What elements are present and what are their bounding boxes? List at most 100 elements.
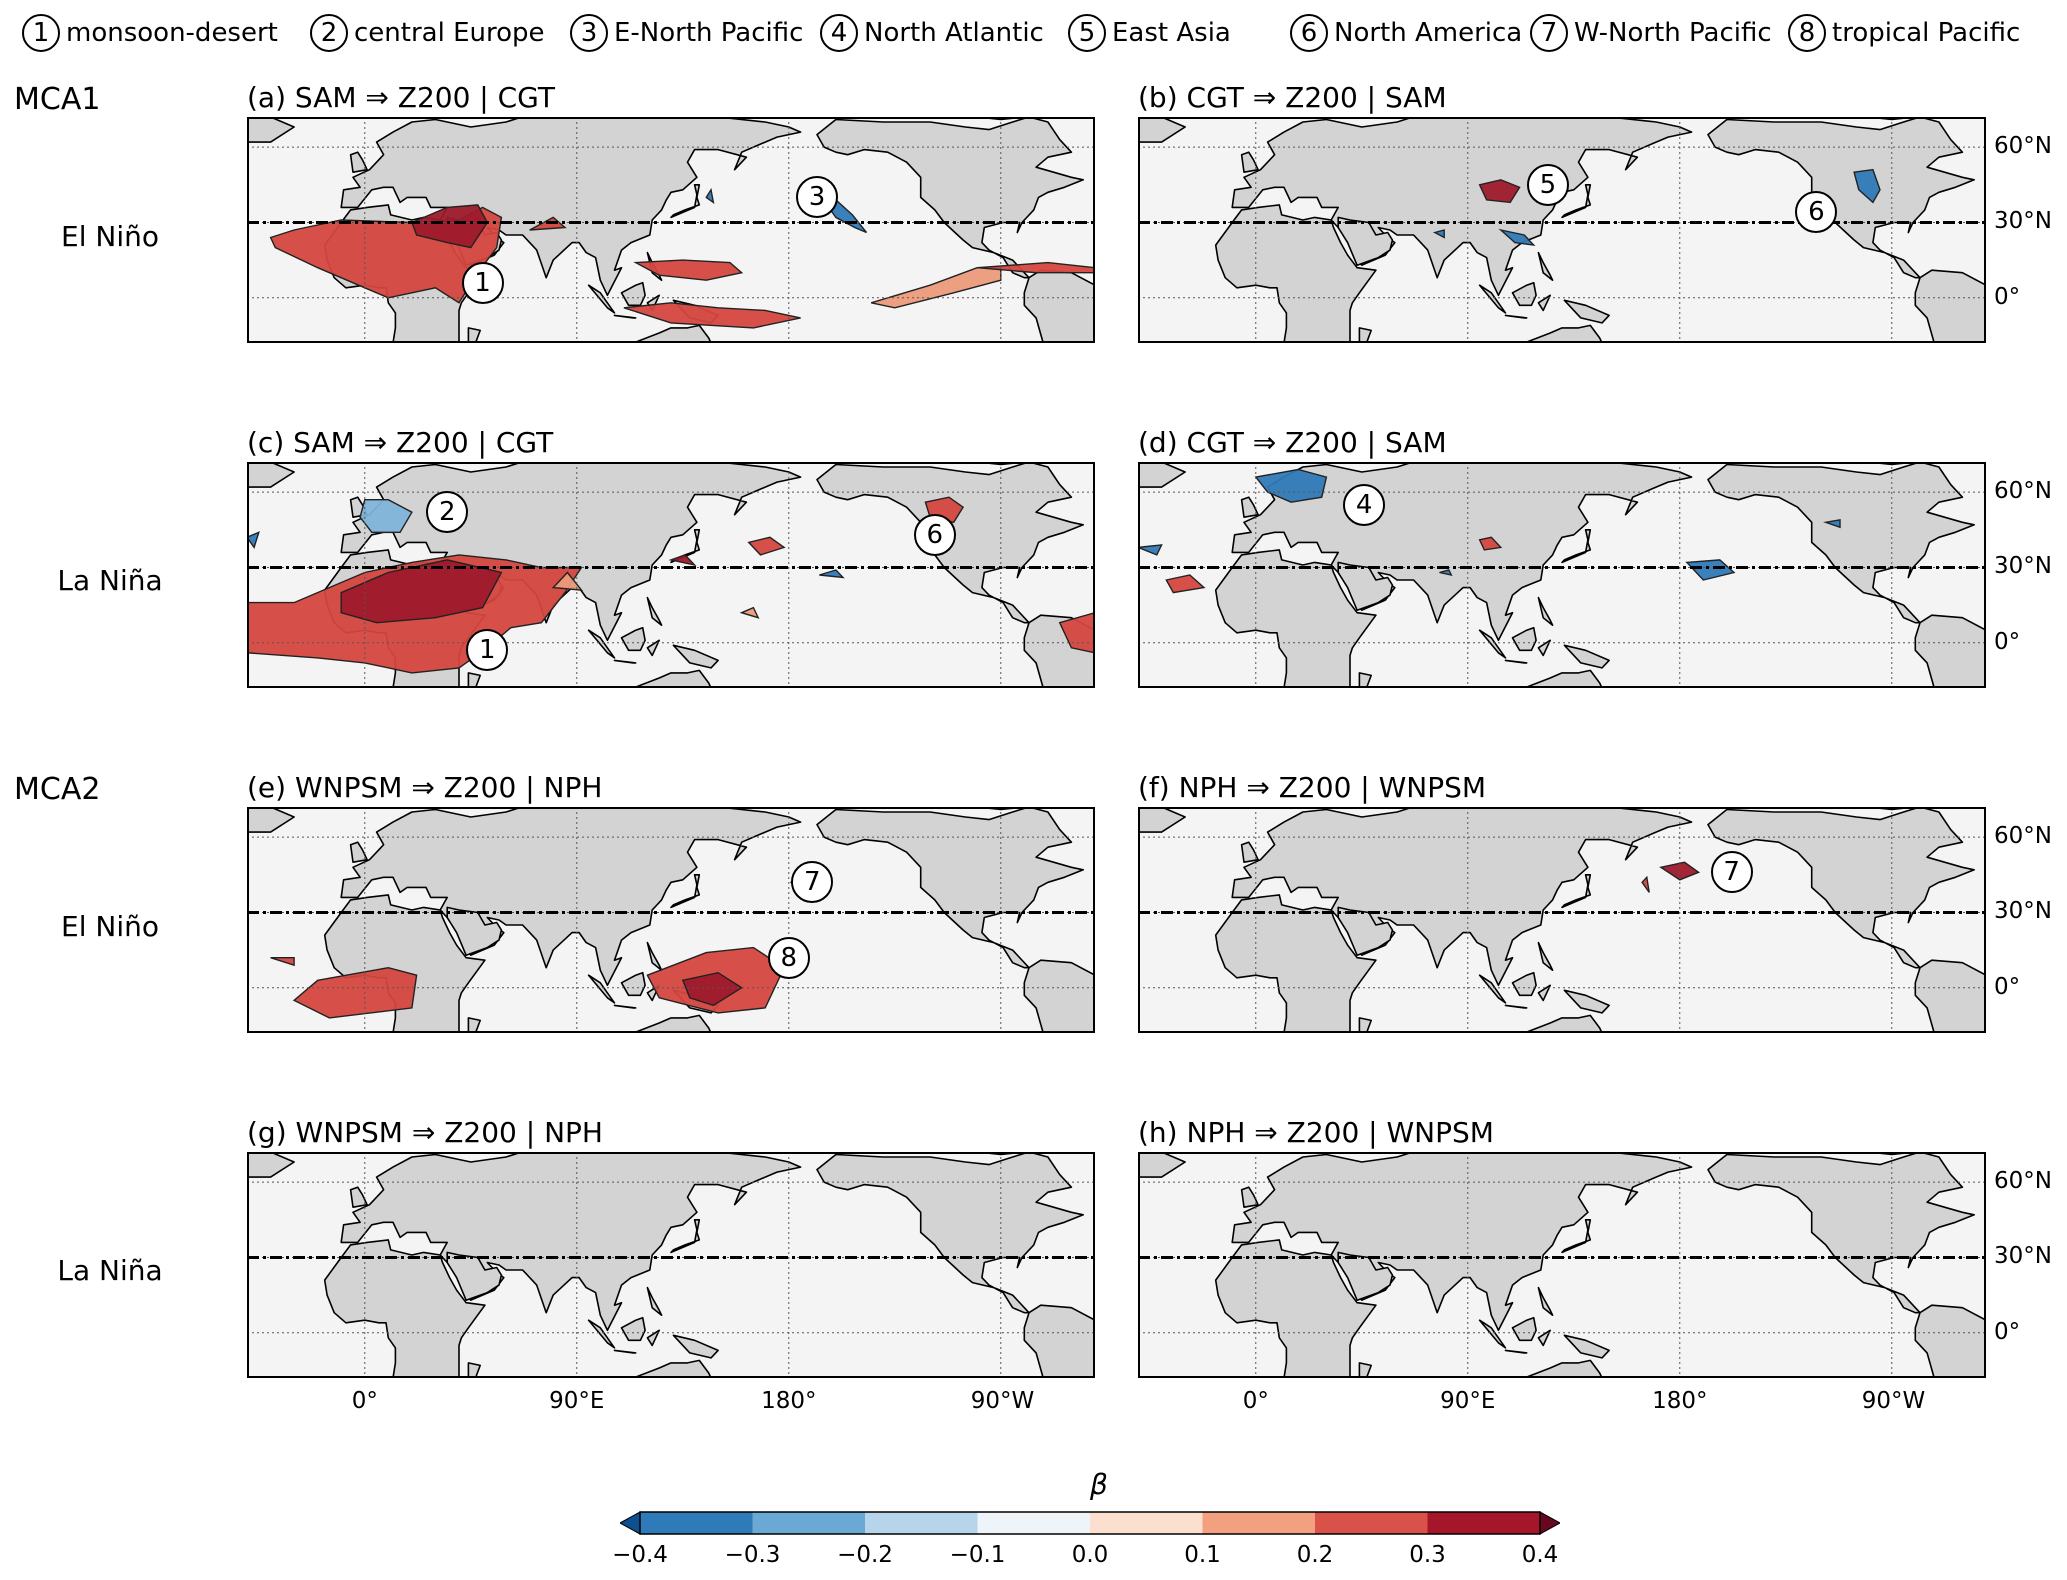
anomaly-patch — [1138, 544, 1163, 556]
map-svg — [1138, 1152, 1986, 1378]
land-mass — [1563, 1334, 1610, 1359]
land-mass — [646, 639, 661, 657]
map-svg — [247, 117, 1095, 343]
legend-label: North Atlantic — [864, 18, 1044, 48]
anomaly-patch — [623, 302, 801, 329]
legend-label: central Europe — [354, 18, 545, 48]
anomaly-patch — [1254, 468, 1328, 503]
legend-number-badge: 2 — [310, 14, 348, 52]
anomaly-patch — [681, 971, 744, 1007]
map-panel: 2 1 6 — [247, 462, 1095, 688]
land-mass — [349, 1186, 368, 1209]
map-panel — [1138, 1152, 1986, 1378]
legend-item: 5 East Asia — [1068, 14, 1231, 52]
land-mass — [1358, 1362, 1372, 1378]
section-label-mca2: MCA2 — [14, 772, 101, 807]
row-label: La Niña — [57, 564, 163, 597]
colorbar-segment — [752, 1512, 865, 1534]
land-mass — [247, 117, 295, 143]
colorbar-extend-max — [1539, 1511, 1560, 1535]
map-frame — [247, 807, 1095, 1033]
colorbar-tick-label: −0.3 — [724, 1542, 781, 1568]
longitude-label: 90°E — [1440, 1388, 1496, 1414]
land-mass — [1537, 639, 1552, 657]
land-mass — [1504, 659, 1528, 664]
land-mass — [1537, 1329, 1552, 1347]
land-mass — [247, 807, 295, 833]
anomaly-patch — [1478, 536, 1503, 551]
land-mass — [672, 1334, 719, 1359]
region-marker: 7 — [1710, 851, 1753, 894]
land-mass — [1214, 549, 1377, 688]
anomaly-patch — [270, 956, 295, 967]
latitude-label: 30°N — [1994, 1243, 2052, 1270]
row-label: El Niño — [61, 910, 159, 943]
region-marker: 1 — [466, 629, 509, 672]
section-label-mca1: MCA1 — [14, 82, 101, 117]
land-mass — [670, 1219, 701, 1254]
legend-number-badge: 8 — [1788, 14, 1826, 52]
colorbar-extend-min — [620, 1511, 641, 1535]
panel-title: (e) WNPSM ⇒ Z200 | NPH — [247, 771, 603, 804]
legend-number-badge: 6 — [1290, 14, 1328, 52]
land-mass — [1240, 151, 1259, 174]
colorbar-segment — [1202, 1512, 1315, 1534]
land-mass — [1561, 184, 1592, 219]
longitude-label: 90°W — [1861, 1388, 1926, 1414]
anomaly-patch — [1165, 574, 1206, 594]
land-mass — [1563, 644, 1610, 669]
land-mass — [1511, 971, 1537, 997]
latitude-label: 60°N — [1994, 1168, 2052, 1195]
panel-title: (f) NPH ⇒ Z200 | WNPSM — [1138, 771, 1487, 804]
land-mass — [467, 327, 481, 343]
anomaly-patch — [1058, 611, 1095, 654]
latitude-label: 60°N — [1994, 823, 2052, 850]
land-mass — [1358, 327, 1372, 343]
legend-item: 4 North Atlantic — [820, 14, 1044, 52]
legend-label: East Asia — [1112, 18, 1231, 48]
latitude-label: 0° — [1994, 1318, 2021, 1345]
anomaly-patch — [977, 261, 1095, 274]
legend-item: 1 monsoon-desert — [22, 14, 278, 52]
land-mass — [1138, 807, 1186, 833]
land-mass — [620, 1316, 646, 1342]
land-mass — [1537, 941, 1554, 971]
latitude-label: 0° — [1994, 628, 2021, 655]
anomaly-patch — [359, 499, 413, 534]
legend-item: 3 E-North Pacific — [570, 14, 803, 52]
land-mass — [1914, 269, 1986, 343]
legend-item: 6 North America — [1290, 14, 1522, 52]
colorbar-title: β — [1090, 1468, 1108, 1501]
colorbar-segment — [1315, 1512, 1428, 1534]
colorbar-segment — [865, 1512, 978, 1534]
land-mass — [1337, 216, 1394, 266]
row-label: La Niña — [57, 1254, 163, 1287]
region-marker: 4 — [1343, 483, 1386, 526]
anomaly-patch — [1439, 569, 1453, 576]
land-mass — [1337, 906, 1394, 956]
colorbar-tick-label: 0.2 — [1296, 1542, 1334, 1568]
land-mass — [247, 1152, 295, 1178]
land-mass — [1537, 294, 1552, 312]
land-mass — [467, 1362, 481, 1378]
map-svg — [247, 807, 1095, 1033]
panel-title: (b) CGT ⇒ Z200 | SAM — [1138, 81, 1447, 114]
map-frame — [247, 462, 1095, 688]
legend-label: monsoon-desert — [66, 18, 278, 48]
land-mass — [1914, 959, 1986, 1033]
land-mass — [467, 672, 481, 688]
anomaly-patch — [340, 559, 503, 624]
land-mass — [1337, 1251, 1394, 1301]
land-mass — [446, 906, 503, 956]
latitude-label: 60°N — [1994, 478, 2052, 505]
region-marker: 5 — [1526, 163, 1569, 206]
anomaly-patch — [747, 536, 786, 556]
colorbar-tick-label: −0.2 — [837, 1542, 893, 1568]
legend-number-badge: 1 — [22, 14, 60, 52]
legend-label: E-North Pacific — [614, 18, 804, 48]
land-mass — [620, 971, 646, 997]
longitude-label: 180° — [1652, 1388, 1708, 1414]
longitude-label: 0° — [1242, 1388, 1269, 1414]
